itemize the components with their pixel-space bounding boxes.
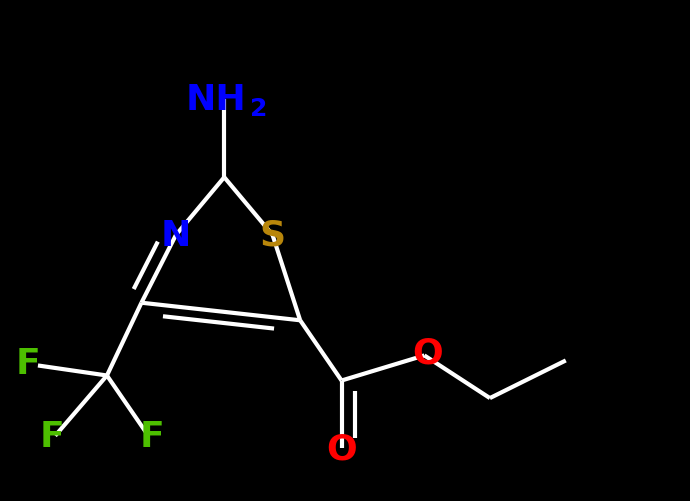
Text: F: F xyxy=(39,419,64,453)
Text: F: F xyxy=(139,419,164,453)
Text: 2: 2 xyxy=(250,97,268,121)
Text: NH: NH xyxy=(186,83,246,117)
Text: O: O xyxy=(413,336,443,370)
Text: F: F xyxy=(15,346,40,380)
Text: S: S xyxy=(259,218,286,253)
Text: O: O xyxy=(326,431,357,465)
Text: N: N xyxy=(161,218,191,253)
